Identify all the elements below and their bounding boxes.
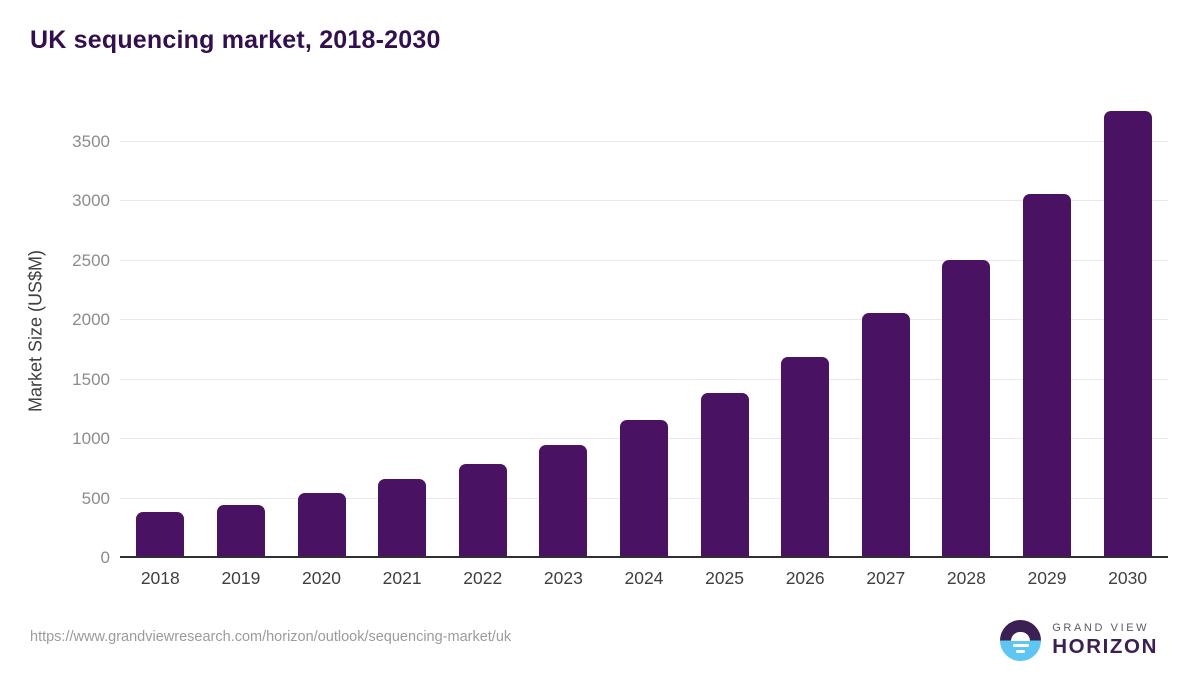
- y-axis-ticks: 0 500 1000 1500 2000 2500 3000 3500: [0, 104, 110, 567]
- gridline-2500: [120, 259, 1168, 261]
- x-tick-label-2022: 2022: [463, 568, 503, 588]
- bar-2024: [619, 420, 668, 558]
- y-tick-label-1500: 1500: [72, 369, 110, 389]
- y-tick-label-3500: 3500: [72, 132, 110, 152]
- y-tick-label-1000: 1000: [72, 429, 110, 449]
- logo-text: GRAND VIEW HORIZON: [1052, 622, 1158, 659]
- bar-slot-2020: [281, 104, 362, 558]
- bar-slot-2027: [845, 104, 926, 558]
- x-tick-label-2021: 2021: [382, 568, 422, 588]
- y-tick-label-500: 500: [81, 488, 110, 508]
- bar-2022: [458, 463, 507, 558]
- x-tick-label-2027: 2027: [866, 568, 906, 588]
- y-tick-label-2500: 2500: [72, 250, 110, 270]
- logo-horizon-text: HORIZON: [1052, 635, 1158, 658]
- bar-2018: [136, 511, 185, 558]
- x-tick-label-2023: 2023: [543, 568, 583, 588]
- bar-slot-2030: [1087, 104, 1168, 558]
- bar-2020: [297, 492, 346, 558]
- source-url: https://www.grandviewresearch.com/horizo…: [30, 629, 512, 645]
- water-line: [1012, 644, 1029, 648]
- horizon-sun-icon: [1000, 620, 1042, 661]
- grand-view-horizon-logo: GRAND VIEW HORIZON: [1000, 620, 1158, 661]
- bar-2019: [216, 505, 265, 558]
- x-tick-label-2026: 2026: [785, 568, 825, 588]
- x-tick-label-2030: 2030: [1108, 568, 1148, 588]
- bar-slot-2025: [684, 104, 765, 558]
- bar-2027: [861, 313, 910, 558]
- plot-area: [120, 104, 1168, 558]
- bar-slot-2019: [201, 104, 282, 558]
- bar-slot-2018: [120, 104, 201, 558]
- logo-grand-view-text: GRAND VIEW: [1052, 622, 1150, 634]
- y-tick-label-0: 0: [100, 548, 110, 567]
- gridline-2000: [120, 319, 1168, 321]
- gridline-3500: [120, 141, 1168, 143]
- bar-2028: [942, 259, 991, 558]
- bar-2029: [1023, 193, 1071, 558]
- bar-2023: [539, 444, 588, 558]
- gridline-3000: [120, 200, 1168, 202]
- x-tick-label-2020: 2020: [302, 568, 341, 588]
- x-tick-label-2019: 2019: [221, 568, 261, 588]
- bar-slot-2022: [442, 104, 523, 558]
- bar-2021: [378, 478, 427, 558]
- gridline-1500: [120, 378, 1168, 380]
- page-title: UK sequencing market, 2018-2030: [30, 26, 441, 54]
- bar-slot-2029: [1007, 104, 1088, 558]
- bar-2026: [781, 356, 830, 558]
- bar-slot-2021: [362, 104, 443, 558]
- bar-series: [120, 104, 1168, 558]
- x-axis-ticks: 2018 2019 2020 2021 2022 2023 2024 2025 2026 2027…: [120, 568, 1168, 589]
- x-axis-line: [120, 556, 1168, 558]
- x-tick-label-2018: 2018: [140, 568, 180, 588]
- bar-2030: [1103, 111, 1152, 558]
- bar-slot-2023: [523, 104, 604, 558]
- x-tick-label-2029: 2029: [1027, 568, 1067, 588]
- y-tick-label-2000: 2000: [72, 310, 110, 330]
- x-tick-label-2024: 2024: [624, 568, 664, 588]
- bar-2025: [700, 392, 749, 558]
- bar-slot-2028: [926, 104, 1007, 558]
- bar-slot-2024: [604, 104, 685, 558]
- water-line: [1016, 649, 1026, 653]
- y-tick-label-3000: 3000: [72, 191, 110, 211]
- bar-slot-2026: [765, 104, 846, 558]
- sun-shape: [1011, 631, 1031, 641]
- x-tick-label-2025: 2025: [705, 568, 745, 588]
- x-tick-label-2028: 2028: [946, 568, 986, 588]
